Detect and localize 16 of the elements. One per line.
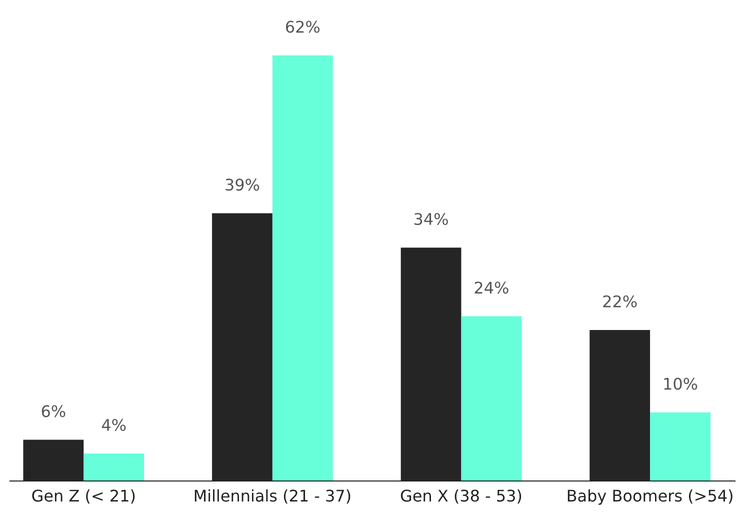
x-tick-label: Millennials (21 - 37) xyxy=(194,489,350,504)
bar xyxy=(650,412,710,481)
data-label: 22% xyxy=(603,295,637,308)
x-tick-label: Gen Z (< 21) xyxy=(32,489,135,504)
data-label: 39% xyxy=(226,178,260,191)
data-label: 4% xyxy=(102,418,126,431)
data-label: 34% xyxy=(414,212,448,226)
data-label: 6% xyxy=(42,405,66,418)
x-tick-label: Baby Boomers (>54) xyxy=(568,489,732,505)
data-label: 10% xyxy=(664,378,698,390)
bar xyxy=(84,454,144,481)
x-tick-label: Gen X (38 - 53) xyxy=(400,489,522,504)
bar xyxy=(461,316,522,481)
bar xyxy=(272,55,333,481)
data-label: 62% xyxy=(286,20,320,33)
data-label: 24% xyxy=(474,282,508,294)
